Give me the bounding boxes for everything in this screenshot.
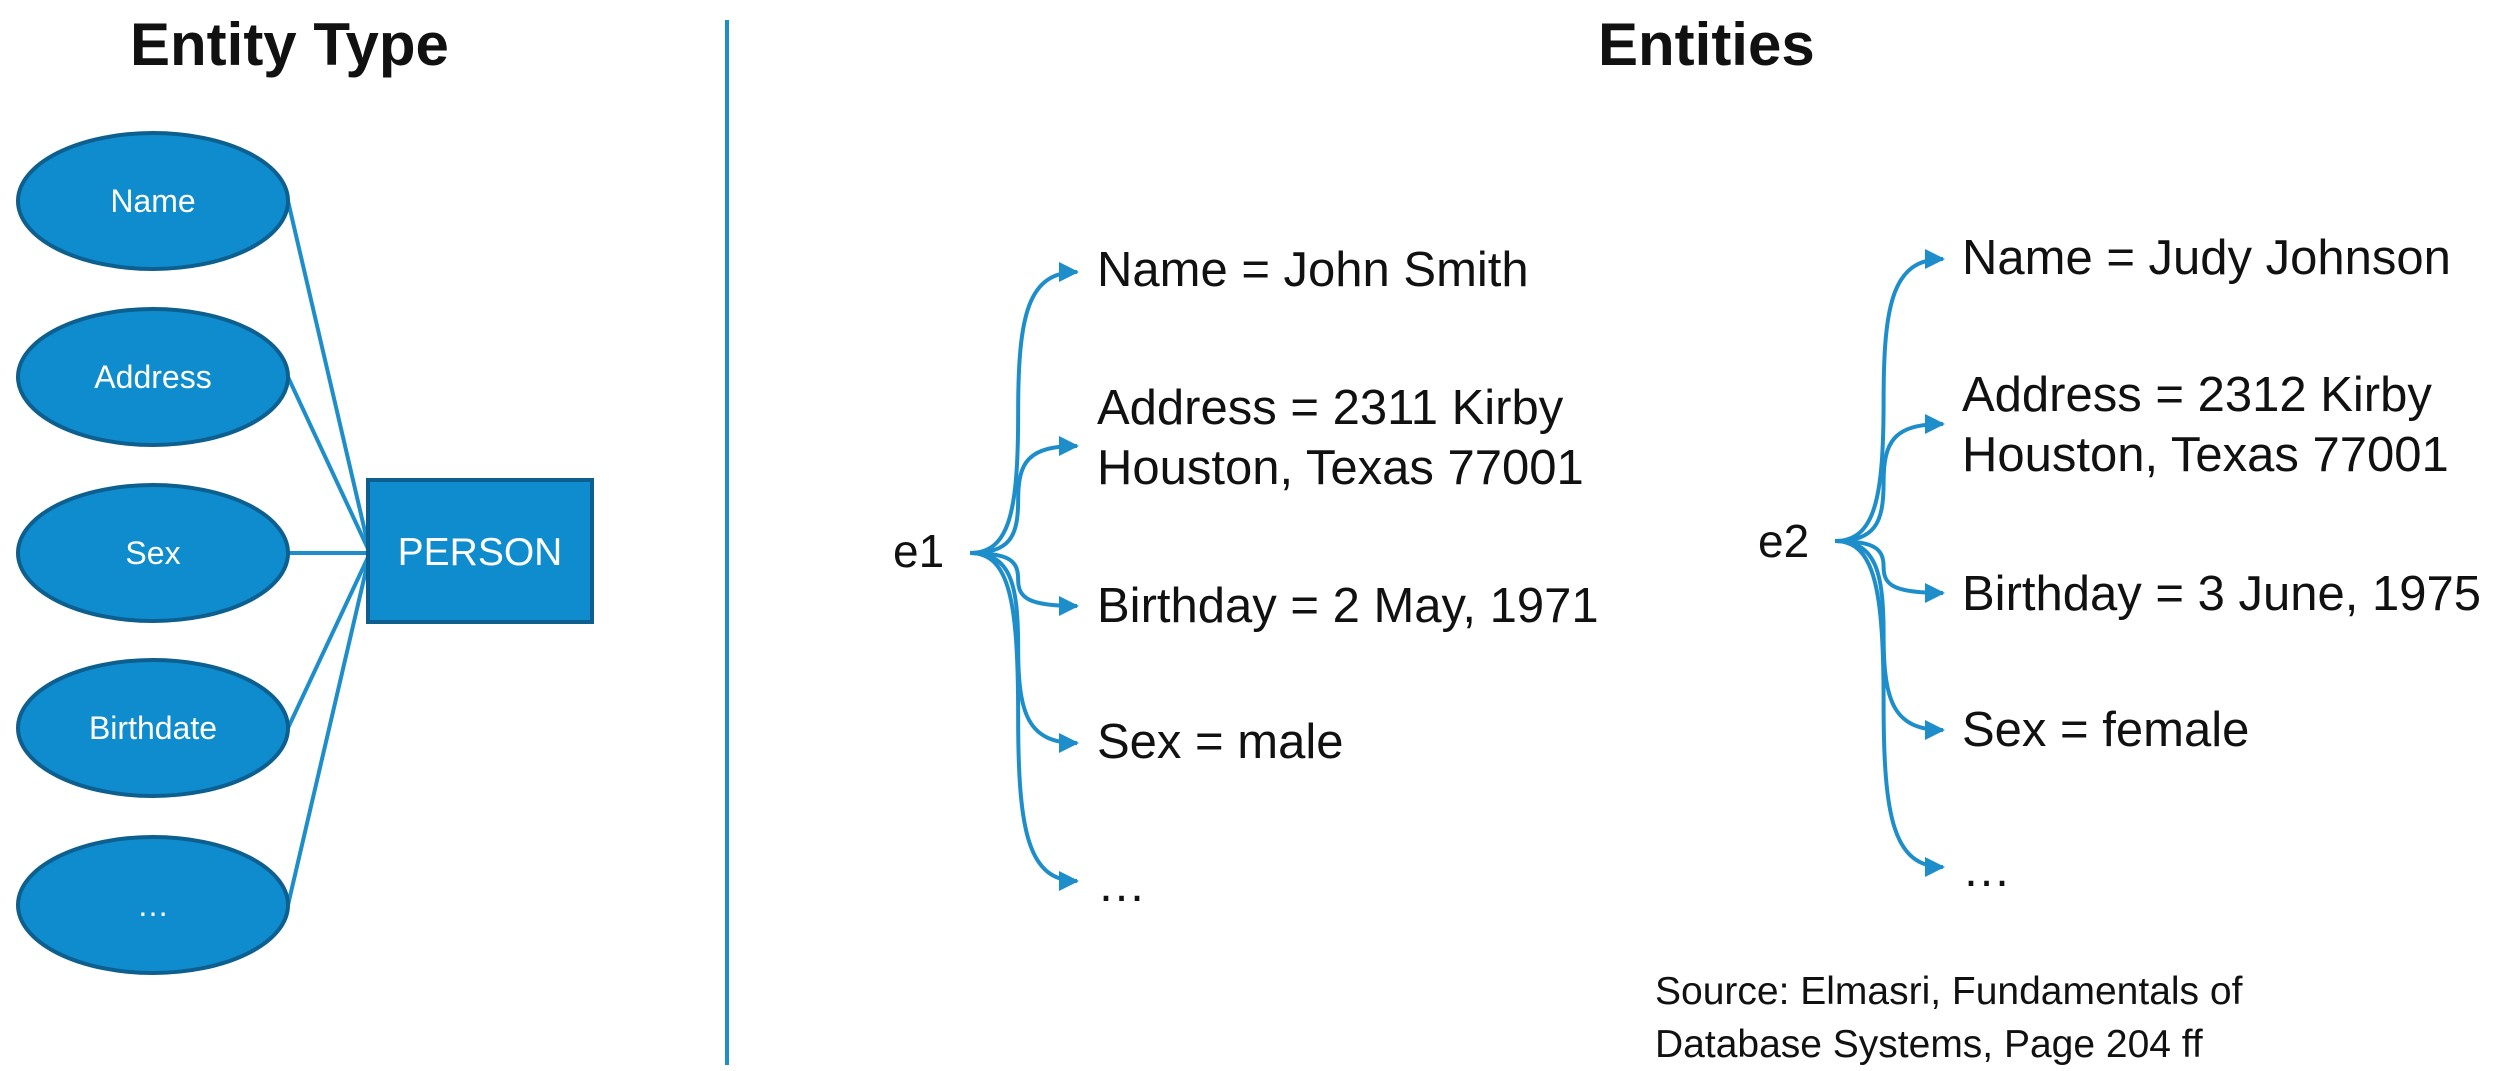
attribute-value-line: Address = 2312 Kirby <box>1962 368 2432 422</box>
entity-value-arrow <box>969 262 1079 555</box>
attribute-label: Name <box>110 183 195 219</box>
attribute-label: Sex <box>125 535 180 571</box>
attribute-value: … <box>1962 840 2011 900</box>
attribute-value: Address = 2311 Kirby Houston, Texas 77001 <box>1097 378 1584 498</box>
entities-heading: Entities <box>1598 11 1815 78</box>
source-line: Source: Elmasri, Fundamentals of <box>1655 970 2243 1013</box>
attribute-value: Sex = male <box>1097 712 1343 772</box>
attribute-connector-line <box>286 552 372 729</box>
attribute-value-line: Sex = female <box>1962 703 2250 757</box>
entity-value-arrow <box>1834 539 1945 877</box>
attribute-ellipse <box>16 131 290 271</box>
section-divider <box>725 20 729 1065</box>
attribute-value-line: Name = Judy Johnson <box>1962 231 2451 285</box>
attribute-connectors <box>286 200 372 906</box>
entity-type-box <box>366 478 594 624</box>
attribute-value: … <box>1097 855 1146 915</box>
entity-value-arrow <box>1834 249 1945 543</box>
attribute-connector-line <box>286 376 372 554</box>
attribute-ellipse <box>16 658 290 798</box>
entity-value-arrow <box>969 436 1079 555</box>
attribute-value-line: Sex = male <box>1097 715 1344 769</box>
entity-value-arrow <box>969 551 1079 616</box>
attribute-ellipse <box>16 307 290 447</box>
attribute-ellipse <box>16 483 290 623</box>
attribute-value: Name = John Smith <box>1097 240 1529 300</box>
entity-instance-label: e2 <box>1758 515 1810 567</box>
attribute-value: Birthday = 2 May, 1971 <box>1097 576 1599 636</box>
attribute-value-line: Birthday = 2 May, 1971 <box>1097 579 1599 633</box>
attribute-value-line: Address = 2311 Kirby <box>1097 381 1564 435</box>
attribute-label: … <box>137 887 169 923</box>
attribute-value: Address = 2312 Kirby Houston, Texas 77001 <box>1962 365 2449 485</box>
attribute-value-line: Name = John Smith <box>1097 243 1529 297</box>
source-line: Database Systems, Page 204 ff <box>1655 1023 2203 1066</box>
source-citation: Source: Elmasri, Fundamentals of Databas… <box>1655 965 2242 1071</box>
entity-value-arrow <box>1834 414 1945 543</box>
attribute-label: Birthdate <box>89 710 217 746</box>
attribute-value-line: Birthday = 3 June, 1975 <box>1962 567 2481 621</box>
attribute-connector-line <box>286 200 372 554</box>
attribute-value-line: … <box>1962 843 2011 897</box>
entity-type-heading: Entity Type <box>130 11 449 78</box>
attribute-ellipse <box>16 835 290 975</box>
entity-type-label: PERSON <box>398 531 563 574</box>
attribute-value: Birthday = 3 June, 1975 <box>1962 564 2481 624</box>
attribute-value: Name = Judy Johnson <box>1962 228 2451 288</box>
entity-value-arrow <box>969 551 1079 891</box>
entity-instance-label: e1 <box>893 525 945 577</box>
attribute-connector-line <box>286 552 372 906</box>
attribute-label: Address <box>94 359 211 395</box>
entity-value-arrow <box>969 551 1079 753</box>
attribute-value-line: Houston, Texas 77001 <box>1962 428 2449 482</box>
entity-value-arrow <box>1834 539 1945 740</box>
entity-value-arrow <box>1834 539 1945 603</box>
attribute-value-line: … <box>1097 858 1146 912</box>
entity-arrows <box>969 249 1945 891</box>
attribute-value: Sex = female <box>1962 700 2249 760</box>
attribute-value-line: Houston, Texas 77001 <box>1097 441 1584 495</box>
